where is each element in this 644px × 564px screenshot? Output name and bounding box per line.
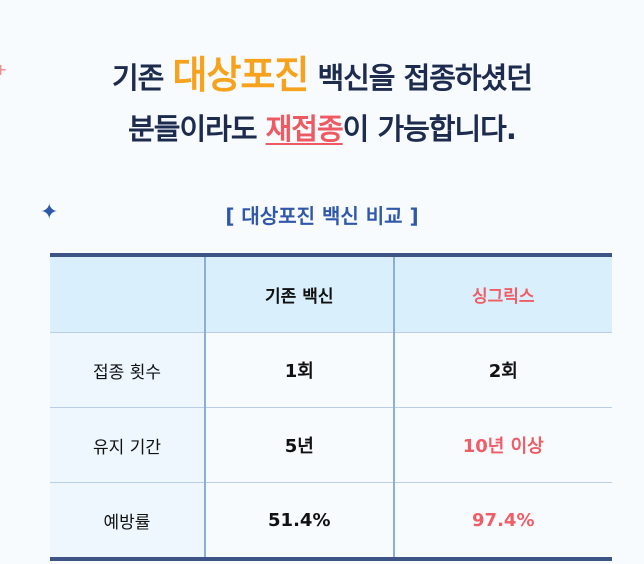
cell: 5년 (204, 407, 394, 483)
header-cell (50, 255, 205, 333)
cell: 1회 (204, 332, 394, 408)
row-label: 예방률 (50, 482, 205, 560)
row: 유지 기간 5년 10년 이상 (50, 407, 612, 483)
row-label: 접종 횟수 (50, 332, 205, 408)
sparkle-icon: + (0, 60, 8, 79)
headline-highlight: 재접종 (265, 112, 344, 146)
headline-text: 기존 (112, 61, 164, 95)
comparison-table: 기존 백신 싱그릭스 접종 횟수 1회 2회 유지 기간 5년 10년 이상 예… (50, 253, 612, 561)
row: 예방률 51.4% 97.4% (50, 482, 612, 560)
header-row: 기존 백신 싱그릭스 (50, 255, 612, 333)
headline-highlight: 대상포진 (172, 53, 309, 97)
row-label: 유지 기간 (50, 407, 205, 483)
headline-line: 분들이라도 재접종이 가능합니다. (0, 106, 644, 148)
sparkle-icon: ✦ (40, 200, 59, 225)
headline-line: 기존 대상포진 백신을 접종하셨던 (0, 44, 644, 99)
headline-text: 이 가능합니다. (342, 112, 517, 146)
row: 접종 횟수 1회 2회 (50, 332, 612, 408)
subtitle: [ 대상포진 백신 비교 ] (225, 204, 419, 228)
headline-text: 분들이라도 (128, 112, 257, 146)
headline-text: 백신을 접종하셨던 (317, 61, 533, 95)
cell: 2회 (392, 332, 612, 408)
cell: 10년 이상 (392, 407, 612, 483)
cell: 51.4% (204, 482, 394, 560)
header-cell: 기존 백신 (204, 255, 394, 333)
cell: 97.4% (392, 482, 612, 560)
header-cell: 싱그릭스 (392, 255, 612, 333)
